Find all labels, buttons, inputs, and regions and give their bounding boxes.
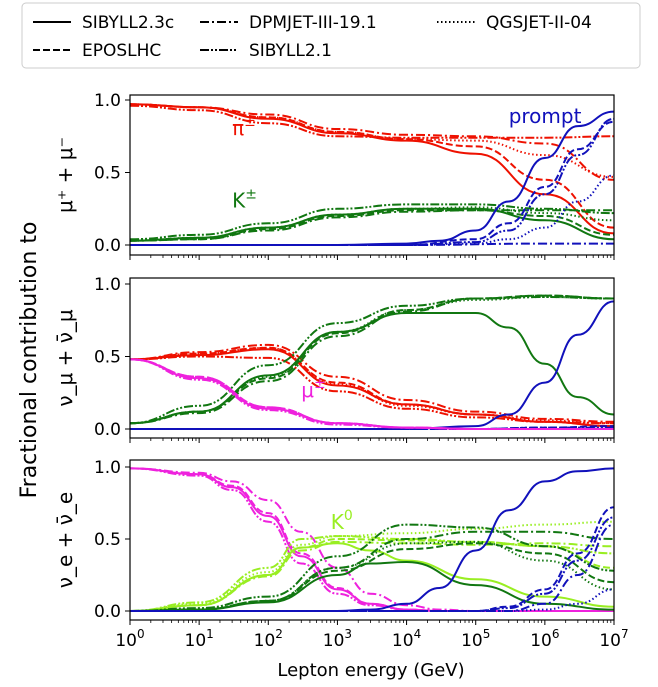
series-line-kaon (130, 294, 614, 425)
x-tick-label: 102 (254, 627, 283, 651)
axes-frame (129, 277, 615, 439)
axes-frame (129, 94, 615, 256)
series-line-kaon (130, 206, 614, 242)
shared-y-axis-label: Fractional contribution to (17, 222, 42, 499)
series-line-kaon (130, 530, 614, 612)
y-tick-label: 0.0 (94, 420, 121, 440)
series-line-k0 (130, 535, 614, 612)
numu-panel: 0.0 0.5 1.0 ν_μ + ν̄_μ μ± (53, 275, 615, 443)
series-line-pion (130, 104, 614, 139)
plot-area (130, 278, 614, 438)
series-line-kaon (130, 295, 614, 425)
series-line-pion (130, 103, 614, 178)
legend-label: QGSJET-II-04 (486, 13, 592, 33)
y-axis-label: ν_μ + ν̄_μ (53, 309, 77, 407)
axes-frame (129, 459, 615, 621)
y-tick-label: 0.5 (94, 348, 121, 368)
y-tick-label: 0.5 (94, 164, 121, 184)
y-axis-label: ν_e + ν̄_e (53, 492, 77, 588)
series-line-muon (130, 467, 614, 613)
panels: 0.0 0.5 1.0 μ⁺ + μ⁻ π± K± prompt 0.0 0.5 1.0 ν_μ +… (53, 91, 615, 625)
y-tick-label: 1.0 (94, 458, 121, 478)
x-tick-label: 105 (461, 627, 490, 651)
x-tick-label: 101 (185, 627, 214, 651)
legend-frame (21, 2, 641, 69)
y-tick-label: 0.0 (94, 602, 121, 622)
series-line-pion (130, 355, 614, 425)
legend-label: SIBYLL2.3c (82, 13, 174, 33)
legend-label: SIBYLL2.1 (249, 41, 332, 61)
x-tick-label: 100 (115, 627, 144, 651)
y-tick-label: 1.0 (94, 91, 121, 111)
series-group (130, 467, 614, 613)
x-tick-labels: 100 101 102 103 104 105 106 107 (115, 627, 628, 651)
series-group (130, 294, 614, 431)
series-line-muon (130, 358, 614, 431)
legend: SIBYLL2.3c EPOSLHC DPMJET-III-19.1 SIBYLL2.… (21, 2, 641, 69)
x-tick-label: 104 (392, 627, 421, 651)
series-line-kaon (130, 203, 614, 241)
legend-label: EPOSLHC (82, 41, 161, 61)
legend-label: DPMJET-III-19.1 (249, 13, 377, 33)
y-tick-label: 1.0 (94, 275, 121, 295)
annotation-muon: μ± (301, 376, 325, 402)
x-tick-label: 107 (599, 627, 628, 651)
x-axis-label: Lepton energy (GeV) (277, 660, 464, 681)
muon-panel: 0.0 0.5 1.0 μ⁺ + μ⁻ π± K± prompt (53, 91, 615, 260)
nue-panel: 0.0 0.5 1.0 ν_e + ν̄_e K0 (53, 458, 615, 625)
y-tick-label: 0.0 (94, 236, 121, 256)
y-tick-label: 0.5 (94, 530, 121, 550)
y-axis-label: μ⁺ + μ⁻ (53, 137, 77, 213)
x-tick-label: 103 (323, 627, 352, 651)
annotation-kaon: K± (232, 186, 257, 212)
series-line-kaon (130, 540, 614, 612)
series-line-kaon (130, 209, 614, 242)
series-line-prompt (130, 588, 614, 613)
annotation-prompt: prompt (509, 104, 582, 128)
series-line-pion (130, 346, 614, 428)
x-tick-label: 106 (530, 627, 559, 651)
series-group (130, 103, 614, 247)
annotation-k0: K0 (331, 508, 353, 534)
series-line-kaon (130, 542, 614, 612)
annotation-pion: π± (232, 114, 256, 140)
plot-area (130, 95, 614, 255)
